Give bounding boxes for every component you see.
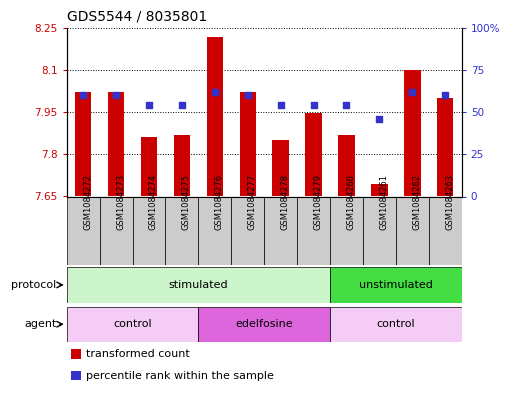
Bar [174, 134, 190, 196]
Point [145, 102, 153, 108]
Bar [371, 184, 388, 196]
Point [211, 88, 219, 95]
Text: GSM1084277: GSM1084277 [248, 174, 256, 230]
Text: GSM1084262: GSM1084262 [412, 174, 421, 230]
Bar [71, 371, 81, 380]
Point [408, 88, 417, 95]
Bar [132, 196, 165, 265]
Bar [305, 114, 322, 196]
Point [244, 92, 252, 98]
Text: protocol: protocol [11, 280, 56, 290]
Bar [165, 196, 199, 265]
Text: agent: agent [24, 319, 56, 329]
Text: GSM1084279: GSM1084279 [313, 174, 323, 230]
Text: GSM1084278: GSM1084278 [281, 174, 290, 230]
Point [441, 92, 449, 98]
Point [342, 102, 350, 108]
Text: stimulated: stimulated [169, 280, 228, 290]
Bar [330, 307, 462, 342]
Bar [404, 70, 421, 196]
Bar [437, 98, 453, 196]
Text: control: control [113, 319, 152, 329]
Bar [429, 196, 462, 265]
Point [178, 102, 186, 108]
Bar [141, 137, 157, 196]
Text: GSM1084275: GSM1084275 [182, 174, 191, 230]
Bar [264, 196, 297, 265]
Text: GDS5544 / 8035801: GDS5544 / 8035801 [67, 9, 207, 24]
Bar [199, 307, 330, 342]
Text: GSM1084263: GSM1084263 [445, 174, 454, 230]
Point [79, 92, 87, 98]
Bar [67, 307, 199, 342]
Bar [67, 267, 330, 303]
Bar [330, 267, 462, 303]
Point [309, 102, 318, 108]
Point [112, 92, 120, 98]
Text: unstimulated: unstimulated [359, 280, 433, 290]
Bar [396, 196, 429, 265]
Text: control: control [377, 319, 415, 329]
Text: GSM1084273: GSM1084273 [116, 174, 125, 230]
Bar [108, 92, 124, 196]
Bar [199, 196, 231, 265]
Bar [338, 134, 354, 196]
Text: transformed count: transformed count [86, 349, 190, 359]
Bar [272, 140, 289, 196]
Text: GSM1084272: GSM1084272 [83, 174, 92, 230]
Bar [71, 349, 81, 359]
Text: GSM1084276: GSM1084276 [215, 174, 224, 230]
Text: percentile rank within the sample: percentile rank within the sample [86, 371, 274, 381]
Bar [207, 37, 223, 197]
Bar [240, 92, 256, 196]
Point [277, 102, 285, 108]
Point [376, 116, 384, 122]
Bar [75, 92, 91, 196]
Bar [67, 196, 100, 265]
Text: GSM1084274: GSM1084274 [149, 174, 158, 230]
Bar [330, 196, 363, 265]
Text: GSM1084260: GSM1084260 [346, 174, 356, 230]
Bar [363, 196, 396, 265]
Text: GSM1084261: GSM1084261 [380, 174, 388, 230]
Bar [231, 196, 264, 265]
Text: edelfosine: edelfosine [235, 319, 293, 329]
Bar [297, 196, 330, 265]
Bar [100, 196, 132, 265]
